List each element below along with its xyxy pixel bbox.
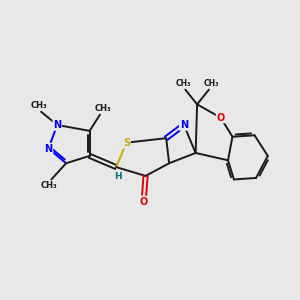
Text: CH₃: CH₃: [204, 79, 220, 88]
Text: N: N: [180, 120, 188, 130]
Text: H: H: [114, 172, 122, 181]
Text: CH₃: CH₃: [175, 79, 191, 88]
Text: N: N: [44, 143, 52, 154]
Text: CH₃: CH₃: [30, 101, 47, 110]
Text: CH₃: CH₃: [94, 104, 111, 113]
Text: N: N: [53, 120, 61, 130]
Text: CH₃: CH₃: [41, 182, 57, 190]
Text: S: S: [123, 138, 130, 148]
Text: O: O: [217, 112, 225, 123]
Text: O: O: [140, 196, 148, 206]
